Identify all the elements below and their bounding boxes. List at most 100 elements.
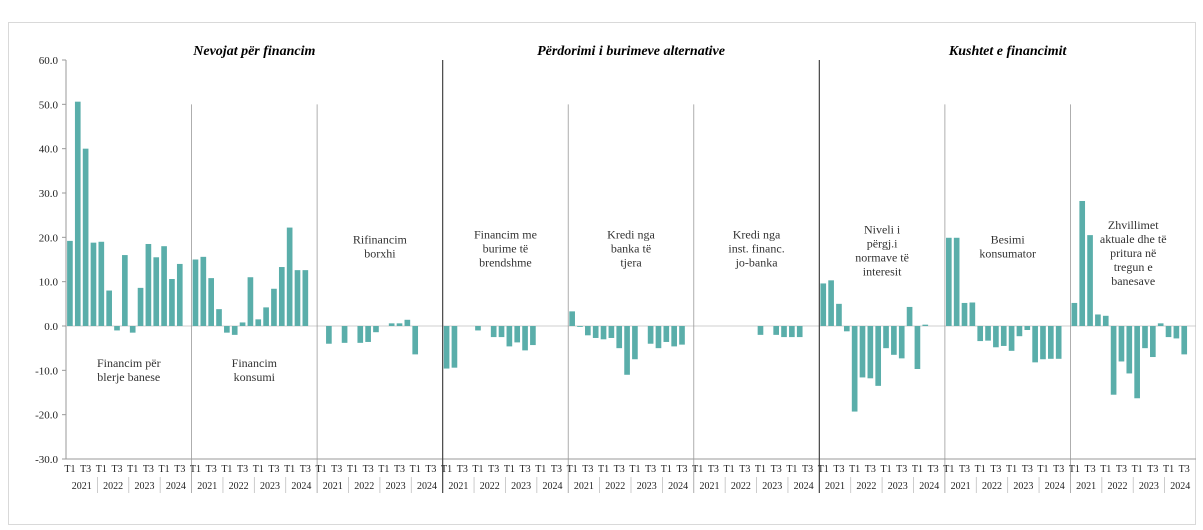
x-tick-quarter: T1: [1006, 464, 1017, 475]
bar: [98, 241, 105, 326]
bar: [137, 287, 144, 326]
bar-chart: 60.0 50.0 40.0 30.0 20.0 10.0 0.0 -10.0 -20.0 -30…: [35, 44, 1196, 493]
x-tick-year: 2022: [103, 481, 123, 492]
x-tick-quarter: T1: [410, 464, 421, 475]
x-tick-year: 2021: [448, 481, 468, 492]
bar: [875, 326, 882, 386]
x-tick-quarter: T3: [551, 464, 562, 475]
x-tick-quarter: T3: [80, 464, 91, 475]
bar: [522, 326, 528, 351]
panel-label: burime të: [483, 242, 529, 256]
x-tick-quarter: T3: [520, 464, 531, 475]
bar: [883, 326, 889, 349]
bar: [945, 237, 952, 326]
bar: [1079, 200, 1086, 326]
x-tick-quarter: T3: [676, 464, 687, 475]
bar: [271, 288, 277, 326]
panel-label: jo-banka: [735, 256, 779, 270]
bar: [671, 326, 677, 347]
bar: [1000, 326, 1007, 346]
x-tick-quarter: T3: [111, 464, 122, 475]
bar: [247, 277, 254, 326]
y-tick-label: 0.0: [44, 321, 58, 333]
x-tick-quarter: T3: [1179, 464, 1190, 475]
bar: [1055, 326, 1062, 359]
panel-label: interesit: [863, 265, 902, 279]
bar: [1016, 326, 1023, 337]
bar: [1150, 326, 1156, 358]
bar: [475, 326, 481, 331]
x-tick-quarter: T1: [441, 464, 452, 475]
section-title: Kushtet e financimit: [948, 44, 1068, 59]
bar: [1008, 326, 1015, 351]
bar: [577, 326, 583, 327]
x-tick-year: 2023: [637, 481, 657, 492]
x-tick-quarter: T3: [1053, 464, 1064, 475]
bar: [789, 326, 795, 338]
x-tick-year: 2022: [480, 481, 500, 492]
x-tick-quarter: T3: [708, 464, 719, 475]
x-tick-year: 2024: [794, 481, 814, 492]
bar: [373, 326, 379, 333]
panel-label: blerje banese: [97, 370, 160, 384]
bar: [443, 326, 450, 369]
x-tick-year: 2024: [1170, 481, 1190, 492]
x-tick-quarter: T3: [582, 464, 593, 475]
bar: [255, 319, 262, 326]
bar: [977, 326, 984, 342]
x-tick-quarter: T1: [535, 464, 546, 475]
bar: [592, 326, 599, 338]
x-tick-quarter: T3: [614, 464, 625, 475]
panel-label: Financim për: [97, 356, 161, 370]
bar: [169, 279, 175, 326]
x-tick-quarter: T3: [143, 464, 154, 475]
bar: [216, 309, 222, 326]
bar: [1110, 326, 1117, 395]
x-tick-quarter: T1: [818, 464, 829, 475]
panel-label: konsumator: [979, 247, 1036, 261]
x-tick-quarter: T3: [1116, 464, 1127, 475]
bar: [993, 326, 999, 348]
x-tick-year: 2023: [134, 481, 154, 492]
x-tick-quarter: T1: [347, 464, 358, 475]
x-tick-quarter: T1: [724, 464, 735, 475]
bar: [490, 326, 497, 338]
bar: [67, 240, 73, 326]
x-tick-quarter: T1: [567, 464, 578, 475]
bar: [114, 326, 120, 331]
panel-label: Niveli i: [864, 223, 901, 237]
y-tick-label: 20.0: [39, 232, 59, 244]
x-tick-year: 2021: [951, 481, 971, 492]
bar: [451, 326, 458, 368]
bar: [898, 326, 905, 359]
x-tick-quarter: T1: [1100, 464, 1111, 475]
panel-label: Zhvillimet: [1108, 218, 1159, 232]
bar: [867, 326, 874, 379]
x-tick-quarter: T1: [1037, 464, 1048, 475]
bar: [1157, 323, 1164, 326]
x-tick-quarter: T1: [943, 464, 954, 475]
bar: [796, 326, 803, 338]
bar: [985, 326, 991, 341]
x-tick-quarter: T3: [457, 464, 468, 475]
section-title: Nevojat për financim: [192, 44, 315, 59]
bar: [1134, 326, 1140, 399]
bar: [498, 326, 505, 338]
x-tick-year: 2021: [197, 481, 217, 492]
x-tick-quarter: T3: [990, 464, 1001, 475]
x-tick-quarter: T3: [331, 464, 342, 475]
bar: [679, 326, 685, 345]
y-tick-label: 60.0: [39, 55, 59, 67]
bar: [294, 270, 301, 326]
bar: [906, 306, 913, 326]
y-tick-label: 30.0: [39, 188, 59, 200]
panel-label: aktuale dhe të: [1100, 232, 1167, 246]
bar: [1173, 326, 1180, 339]
x-tick-quarter: T3: [645, 464, 656, 475]
bar: [1126, 326, 1133, 374]
bar: [396, 323, 403, 326]
bar: [1087, 235, 1093, 326]
bar: [663, 326, 670, 342]
bar: [953, 237, 960, 326]
x-tick-quarter: T1: [504, 464, 515, 475]
